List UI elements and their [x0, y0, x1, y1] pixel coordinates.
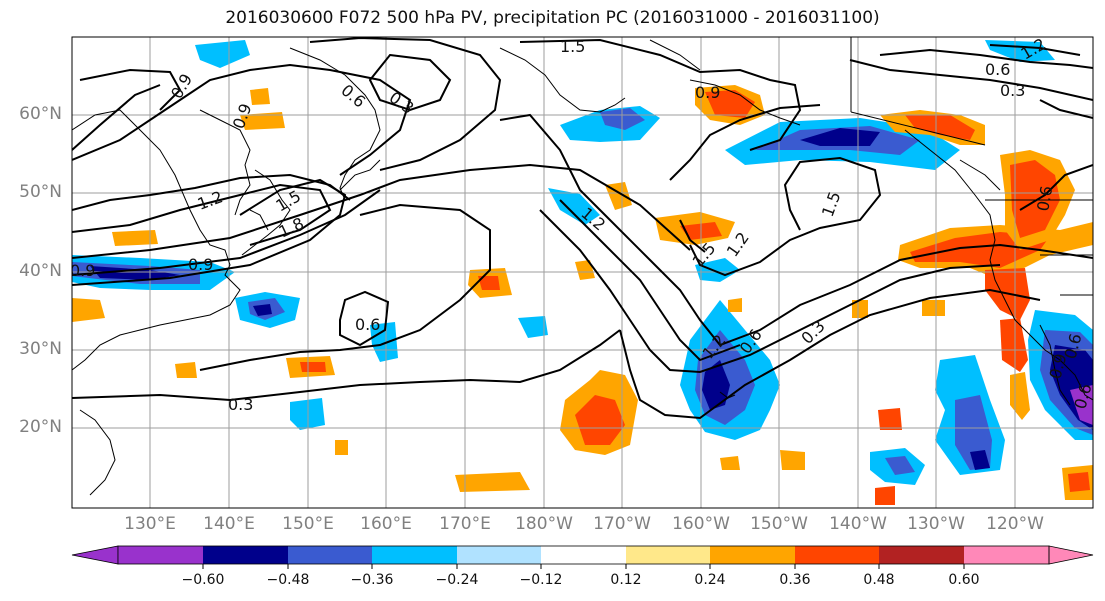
map-frame: [71, 36, 1094, 509]
colorbar-tick-label: −0.60: [181, 572, 225, 588]
colorbar: [71, 545, 1094, 569]
colorbar-high-arrow: [1048, 545, 1094, 565]
lon-label: 120°W: [986, 514, 1044, 534]
contour-label: 0.9: [695, 83, 720, 102]
contour-label: 1.5: [560, 37, 585, 56]
lon-label: 160°W: [672, 514, 730, 534]
lon-label: 170°W: [593, 514, 651, 534]
lon-label: 180°W: [515, 514, 573, 534]
colorbar-tick-label: −0.36: [350, 572, 394, 588]
contour-label: 0.6: [355, 315, 380, 334]
lat-label: 60°N: [19, 104, 62, 124]
contour-label: 0.3: [1000, 81, 1025, 100]
lat-label: 30°N: [19, 339, 62, 359]
map-area: 1.5 1.2 0.9 0.6 0.3 0.9 0.6 0.3 0.9 0.9 …: [70, 37, 1096, 508]
lon-label: 140°W: [829, 514, 887, 534]
contour-label: 0.9: [70, 261, 95, 280]
colorbar-tick-label: 0.60: [948, 572, 980, 588]
lon-label: 130°E: [124, 514, 176, 534]
lon-label: 170°E: [439, 514, 491, 534]
pv-contours: [72, 37, 1093, 420]
lat-label: 50°N: [19, 182, 62, 202]
lon-label: 150°W: [750, 514, 808, 534]
colorbar-tick-label: 0.36: [779, 572, 811, 588]
colorbar-tick-label: −0.12: [519, 572, 563, 588]
colorbar-tick-label: 0.24: [694, 572, 726, 588]
borders: [850, 37, 1093, 296]
contour-label: 0.6: [985, 60, 1010, 79]
precip-shading: [72, 40, 1093, 505]
colorbar-tick-label: −0.48: [266, 572, 310, 588]
colorbar-tick-label: −0.24: [435, 572, 479, 588]
chart-title: 2016030600 F072 500 hPa PV, precipitatio…: [225, 8, 880, 28]
lat-label: 40°N: [19, 261, 62, 281]
lon-label: 150°E: [282, 514, 334, 534]
lat-label: 20°N: [19, 417, 62, 437]
contour-label: 0.9: [188, 255, 213, 274]
colorbar-tick-label: 0.48: [863, 572, 895, 588]
gridlines: [72, 37, 1093, 508]
lon-label: 140°E: [203, 514, 255, 534]
lon-label: 160°E: [360, 514, 412, 534]
contour-label: 0.3: [228, 395, 253, 414]
colorbar-low-arrow: [71, 545, 119, 565]
contour-label: 0.6: [1071, 382, 1096, 412]
colorbar-tick-label: 0.12: [610, 572, 642, 588]
coastlines: [72, 39, 1093, 496]
lon-label: 130°W: [907, 514, 965, 534]
contour-label: 0.6: [1033, 184, 1056, 212]
